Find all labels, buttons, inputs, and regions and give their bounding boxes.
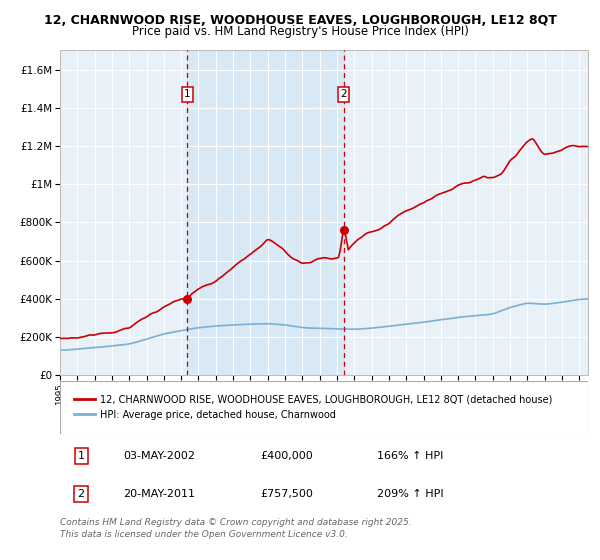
Text: 166% ↑ HPI: 166% ↑ HPI [377, 451, 443, 461]
Text: £757,500: £757,500 [260, 489, 314, 499]
Text: £400,000: £400,000 [260, 451, 313, 461]
Text: 2: 2 [77, 489, 85, 499]
Text: Price paid vs. HM Land Registry's House Price Index (HPI): Price paid vs. HM Land Registry's House … [131, 25, 469, 38]
Text: 2: 2 [340, 89, 347, 99]
Text: 1: 1 [184, 89, 191, 99]
Text: 20-MAY-2011: 20-MAY-2011 [124, 489, 196, 499]
Text: 12, CHARNWOOD RISE, WOODHOUSE EAVES, LOUGHBOROUGH, LE12 8QT: 12, CHARNWOOD RISE, WOODHOUSE EAVES, LOU… [44, 14, 556, 27]
Text: 209% ↑ HPI: 209% ↑ HPI [377, 489, 443, 499]
FancyBboxPatch shape [60, 381, 588, 434]
Text: 03-MAY-2002: 03-MAY-2002 [124, 451, 196, 461]
Text: 1: 1 [77, 451, 85, 461]
Text: Contains HM Land Registry data © Crown copyright and database right 2025.
This d: Contains HM Land Registry data © Crown c… [60, 518, 412, 539]
Legend: 12, CHARNWOOD RISE, WOODHOUSE EAVES, LOUGHBOROUGH, LE12 8QT (detached house), HP: 12, CHARNWOOD RISE, WOODHOUSE EAVES, LOU… [70, 391, 557, 424]
Bar [187, 50, 344, 375]
